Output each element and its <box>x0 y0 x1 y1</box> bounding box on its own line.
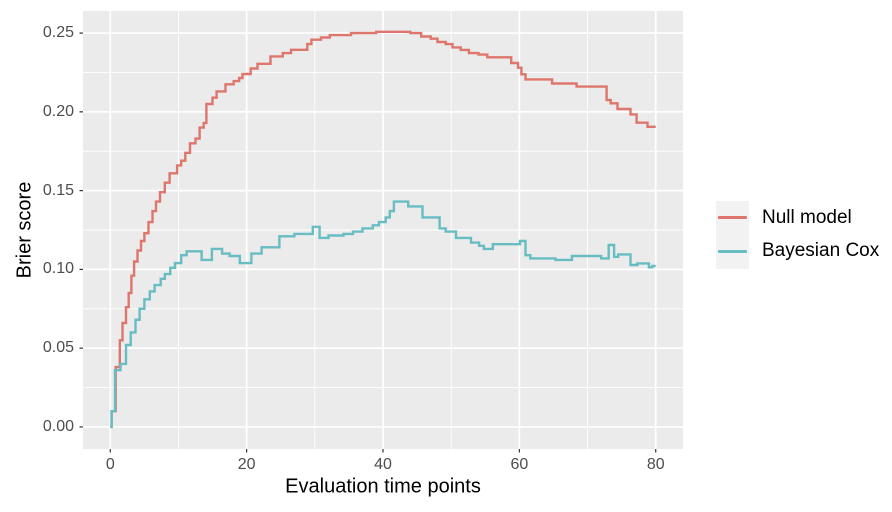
legend-label-bayesian-cox: Bayesian Cox <box>762 240 880 261</box>
x-tick-label: 60 <box>510 456 529 473</box>
legend-swatch-null-model <box>718 216 747 219</box>
y-tick-label: 0.20 <box>42 102 74 120</box>
legend-key-background <box>716 201 749 269</box>
x-tick-label: 80 <box>646 456 665 473</box>
x-tick-label: 0 <box>105 456 115 473</box>
y-tick-label: 0.00 <box>42 417 74 435</box>
legend-label-null-model: Null model <box>762 207 852 228</box>
x-axis-title: Evaluation time points <box>285 475 481 498</box>
y-tick-label: 0.10 <box>42 260 74 278</box>
series-line-null-model <box>110 30 656 429</box>
series-line-bayesian-cox <box>110 200 656 429</box>
x-tick-label: 20 <box>237 456 256 473</box>
legend-swatch-bayesian-cox <box>718 250 747 253</box>
y-axis-title: Brier score <box>13 181 36 279</box>
y-tick-label: 0.25 <box>42 24 74 42</box>
x-tick-label: 40 <box>374 456 392 473</box>
y-tick-label: 0.05 <box>42 339 74 357</box>
y-tick-label: 0.15 <box>42 181 74 199</box>
